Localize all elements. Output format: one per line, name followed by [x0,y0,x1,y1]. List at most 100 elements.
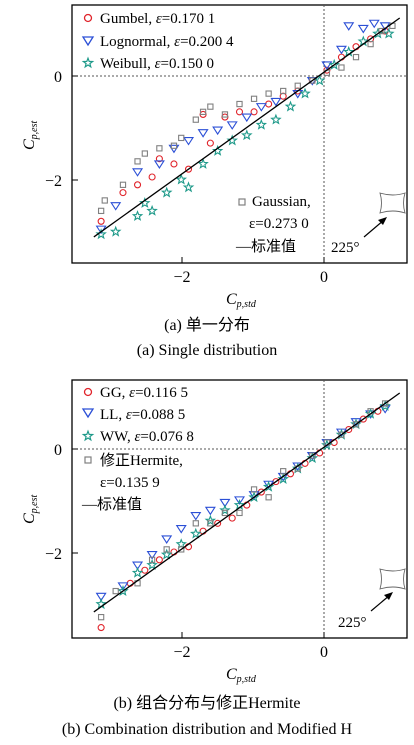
data-point-tri-down [204,506,216,516]
data-point-square [192,116,199,123]
legend-b-marker-3 [81,429,95,442]
data-point-square [119,181,127,188]
data-point-square [101,197,108,204]
data-point-square [97,614,105,621]
data-point-star [306,452,319,464]
legend-a-item-1: Gumbel, ε=0.170 1 [83,11,215,27]
xlabel-a-main: C [226,291,237,308]
ylabel-b-main: C [21,513,38,524]
data-point-square [192,520,199,527]
data-point-circle [155,556,163,564]
legend-a-eps-sym-1: ε [156,11,162,27]
data-point-star [160,186,173,198]
data-point-star [131,210,144,221]
legend-a-label-2: Lognormal, [100,34,174,50]
caption-a-en: (a) Single distribution [137,342,277,359]
panel-a: −2 0 0 −2 Cp,std Cp,est Gumbel, ε=0.170 … [21,4,408,310]
data-point-star [379,400,391,411]
data-point-tri-down [175,524,187,534]
svg-text:GG, ε=0.116 5: GG, ε=0.116 5 [100,385,188,401]
reference-line [93,17,401,238]
data-point-star [95,228,107,240]
data-point-square [97,207,105,215]
legend-a-eps-1: =0.170 1 [162,11,215,27]
data-point-square [265,90,272,97]
data-point-star [189,527,202,539]
legend-a: Gumbel, ε=0.170 1 Lognormal, ε=0.200 4 W… [81,11,234,72]
legend-b-standard: —标准值 [81,496,142,513]
data-point-square [367,40,374,48]
data-point-square [221,111,229,118]
data-point-star [328,58,341,70]
svg-text:Weibull, ε=0.150 0: Weibull, ε=0.150 0 [100,56,214,72]
caption-b-cn: (b) 组合分布与修正Hermite [113,694,300,712]
wind-arrow-head-b [384,592,393,600]
legend-a-gaussian-eps: ε=0.273 0 [249,216,309,232]
data-point-tri-down [270,97,282,107]
data-point-circle [170,160,178,168]
data-point-tri-down [321,61,333,70]
data-point-tri-down [357,24,369,34]
data-point-square [280,87,287,95]
data-point-square [170,142,178,149]
data-point-tri-down [335,45,347,55]
data-point-tri-down [379,405,391,414]
data-point-star [197,157,209,169]
scatter-marks-b [93,392,401,632]
data-point-square [309,452,316,459]
data-point-square [178,134,185,142]
legend-b-marker-2 [81,408,95,419]
data-point-circle [206,139,214,147]
legend-a-label-1: Gumbel, [100,11,156,27]
data-point-circle [119,189,127,197]
ylabel-a-sub: p,est [29,120,40,140]
data-point-circle [184,165,193,173]
data-point-star [291,462,304,474]
data-point-square [207,520,214,527]
data-point-square [163,546,170,553]
data-point-star [109,225,122,237]
caption-b-en: (b) Combination distribution and Modifie… [62,721,353,738]
ylabel-b-sub: p,est [29,494,40,514]
data-point-star [219,504,231,516]
legend-a-eps-sym-3: ε [155,56,161,72]
data-point-square [207,103,214,110]
data-point-star [284,100,297,112]
ytick-label-b-2: −2 [45,546,62,563]
data-point-square [378,27,385,35]
data-point-star [255,118,268,130]
data-point-circle [155,155,163,163]
data-point-tri-down [153,160,165,169]
data-point-circle [235,108,244,116]
data-point-square [294,82,301,89]
legend-b-eps-sym-3: ε [134,429,140,445]
data-point-star [364,407,377,419]
data-point-square [236,509,243,517]
data-point-tri-down [95,592,107,602]
data-point-star [335,428,348,440]
xlabel-b-sub: p,std [236,674,257,685]
data-point-star [175,173,188,185]
data-point-star [160,548,173,560]
data-point-square [338,431,345,438]
legend-a-item-3: Weibull, ε=0.150 0 [81,56,214,72]
data-point-tri-down [212,126,224,136]
data-point-square [309,77,316,84]
data-point-star [117,585,129,596]
data-point-star [313,74,326,86]
ylabel-a: Cp,est [21,120,40,150]
data-point-tri-down [226,121,238,130]
data-point-star [131,566,144,578]
ytick-label-b-1: 0 [54,442,62,459]
legend-a-label-3: Weibull, [100,56,155,72]
xtick-label-b-1: −2 [173,644,190,661]
data-point-tri-down [233,496,246,505]
plot-frame-b [71,379,408,639]
data-point-star [204,514,217,526]
xlabel-b: Cp,std [226,666,257,685]
data-point-star [350,418,362,430]
data-point-tri-down [161,535,173,544]
legend-b-label-1: GG, [100,385,129,401]
data-point-tri-down [190,511,202,521]
legend-b-eps-3: =0.076 8 [140,429,193,445]
